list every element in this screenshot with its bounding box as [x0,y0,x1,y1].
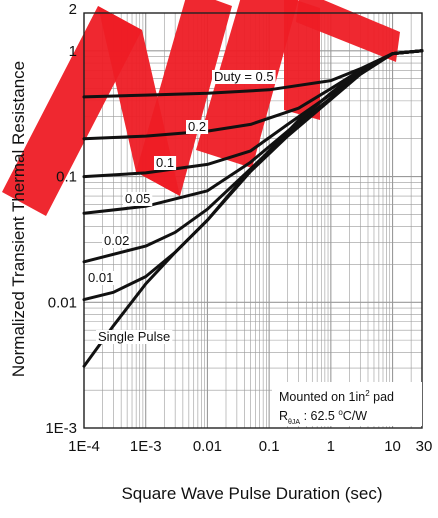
curve-label-bg-1 [186,120,209,134]
plot-border [83,12,423,429]
y-tick-label-3: 1 [69,43,77,60]
note-line1-suffix: pad [370,390,394,404]
curve-label-1: 0.2 [188,119,206,134]
x-tick-label-3: 0.1 [259,438,280,455]
note-line2-unit: C/W [343,409,368,423]
x-tick-label-2: 0.01 [193,438,222,455]
note-line2-main: R [279,409,288,423]
curve-label-bg-0 [212,70,276,84]
curve-label-bg-5 [86,271,116,285]
curve-label-3: 0.05 [125,191,150,206]
curve-label-bg-2 [154,156,177,170]
plot-frame [83,12,423,429]
x-axis-label: Square Wave Pulse Duration (sec) [121,484,382,503]
curve-label-2: 0.1 [156,155,174,170]
curve-label-6: Single Pulse [98,329,170,344]
note-line1-prefix: Mounted on 1in [279,390,365,404]
curve-label-bg-4 [102,234,132,248]
x-tick-label-6: 30 [416,438,433,455]
watermark [2,0,400,216]
note-line2-value: : 62.5 [300,409,338,423]
x-tick-label-4: 1 [327,438,335,455]
note-line1-sup: 2 [365,389,370,398]
watermark-stroke-1 [2,6,142,216]
watermark-stroke-5 [284,0,320,120]
curve-label-0: Duty = 0.5 [214,69,274,84]
curve-labels: Duty = 0.5 0.2 0.1 0.05 0.02 0.01 Single Pulse [86,69,276,344]
y-tick-label-1: 0.01 [48,294,77,311]
x-tick-label-0: 1E-4 [68,438,100,455]
y-tick-label-4: 2 [69,1,77,18]
series-line-6 [82,49,424,368]
x-tick-label-1: 1E-3 [130,438,162,455]
curve-label-bg-6 [96,330,173,344]
curve-label-bg-3 [123,192,153,206]
x-tick-label-5: 10 [384,438,401,455]
note-line2-sup: o [338,408,343,417]
y-tick-labels: 1E-3 0.01 0.1 1 2 [45,1,77,437]
curve-label-4: 0.02 [104,233,129,248]
x-tick-labels: 1E-4 1E-3 0.01 0.1 1 10 30 [68,438,432,455]
mounting-note-box [272,382,422,426]
series-lines [82,49,424,368]
y-axis-label: Normalized Transient Thermal Resistance [9,61,28,377]
y-tick-label-2: 0.1 [56,169,77,186]
mounting-note-line-1: Mounted on 1in2 pad [279,389,394,404]
watermark-stroke-6 [296,0,400,62]
watermark-stroke-3 [136,0,232,196]
curve-label-5: 0.01 [88,270,113,285]
y-tick-label-0: 1E-3 [45,420,77,437]
mounting-note-line-2: RθJA : 62.5 oC/W [279,408,367,426]
note-line2-sub: θJA [288,419,300,426]
